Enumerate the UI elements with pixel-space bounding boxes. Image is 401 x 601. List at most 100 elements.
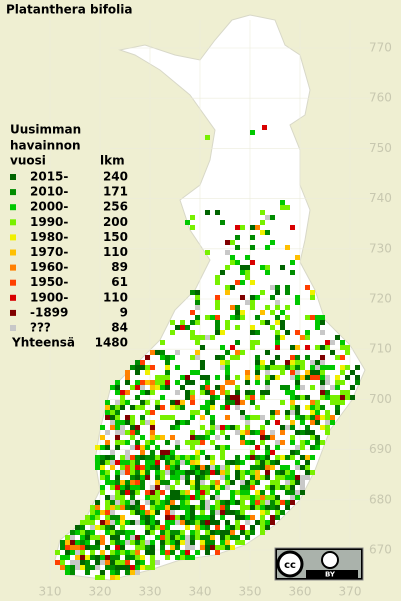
observation-square: [275, 475, 280, 480]
observation-square: [275, 460, 280, 465]
observation-square: [205, 455, 210, 460]
observation-square: [310, 415, 315, 420]
observation-square: [185, 510, 190, 515]
observation-square: [115, 560, 120, 565]
observation-square: [220, 355, 225, 360]
observation-square: [315, 440, 320, 445]
observation-square: [165, 520, 170, 525]
observation-square: [235, 340, 240, 345]
observation-square: [115, 415, 120, 420]
observation-square: [205, 385, 210, 390]
observation-square: [290, 455, 295, 460]
observation-square: [320, 440, 325, 445]
observation-square: [205, 550, 210, 555]
observation-square: [270, 505, 275, 510]
observation-square: [135, 480, 140, 485]
observation-square: [240, 440, 245, 445]
observation-square: [245, 380, 250, 385]
observation-square: [295, 410, 300, 415]
observation-square: [105, 555, 110, 560]
observation-square: [235, 455, 240, 460]
observation-square: [165, 470, 170, 475]
observation-square: [290, 470, 295, 475]
x-tick-label: 320: [89, 585, 112, 599]
observation-square: [150, 530, 155, 535]
observation-square: [155, 380, 160, 385]
observation-square: [230, 525, 235, 530]
observation-square: [100, 550, 105, 555]
observation-square: [225, 370, 230, 375]
observation-square: [65, 555, 70, 560]
observation-square: [240, 485, 245, 490]
observation-square: [80, 555, 85, 560]
observation-square: [155, 475, 160, 480]
observation-square: [250, 300, 255, 305]
observation-square: [200, 470, 205, 475]
observation-square: [240, 495, 245, 500]
observation-square: [185, 325, 190, 330]
observation-square: [90, 515, 95, 520]
observation-square: [320, 360, 325, 365]
observation-square: [65, 565, 70, 570]
observation-square: [135, 550, 140, 555]
observation-square: [240, 540, 245, 545]
legend-count: 61: [111, 275, 128, 289]
observation-square: [205, 520, 210, 525]
observation-square: [110, 500, 115, 505]
observation-square: [110, 405, 115, 410]
observation-square: [195, 465, 200, 470]
x-tick-label: 330: [139, 585, 162, 599]
observation-square: [240, 475, 245, 480]
observation-square: [270, 240, 275, 245]
observation-square: [210, 530, 215, 535]
observation-square: [175, 400, 180, 405]
observation-square: [290, 405, 295, 410]
observation-square: [255, 315, 260, 320]
observation-square: [200, 490, 205, 495]
observation-square: [110, 555, 115, 560]
observation-square: [100, 555, 105, 560]
y-tick-label: 720: [369, 292, 392, 306]
observation-square: [225, 470, 230, 475]
observation-square: [105, 440, 110, 445]
observation-square: [175, 325, 180, 330]
legend-swatch: [10, 189, 16, 196]
observation-square: [125, 430, 130, 435]
observation-square: [135, 570, 140, 575]
observation-square: [215, 385, 220, 390]
observation-square: [110, 575, 115, 580]
observation-square: [285, 465, 290, 470]
observation-square: [140, 405, 145, 410]
y-tick-label: 760: [369, 91, 392, 105]
observation-square: [195, 525, 200, 530]
observation-square: [290, 365, 295, 370]
observation-square: [215, 375, 220, 380]
observation-square: [265, 470, 270, 475]
observation-square: [185, 545, 190, 550]
observation-square: [195, 455, 200, 460]
observation-square: [355, 375, 360, 380]
observation-square: [105, 500, 110, 505]
observation-square: [250, 500, 255, 505]
observation-square: [260, 455, 265, 460]
observation-square: [285, 305, 290, 310]
observation-square: [235, 280, 240, 285]
observation-square: [145, 455, 150, 460]
observation-square: [340, 390, 345, 395]
observation-square: [60, 555, 65, 560]
observation-square: [190, 410, 195, 415]
observation-square: [235, 500, 240, 505]
observation-square: [245, 375, 250, 380]
observation-square: [220, 465, 225, 470]
observation-square: [220, 220, 225, 225]
observation-square: [145, 475, 150, 480]
observation-square: [160, 450, 165, 455]
observation-square: [60, 545, 65, 550]
observation-square: [220, 405, 225, 410]
x-tick-label: 310: [39, 585, 62, 599]
observation-square: [235, 535, 240, 540]
observation-square: [200, 450, 205, 455]
observation-square: [120, 490, 125, 495]
observation-square: [110, 465, 115, 470]
observation-square: [290, 420, 295, 425]
